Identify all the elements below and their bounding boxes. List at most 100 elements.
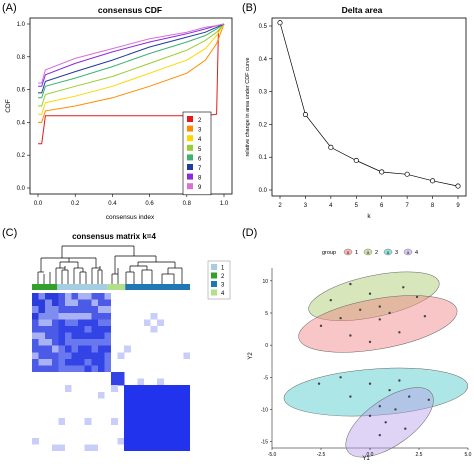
- matrix-cell: [104, 332, 112, 340]
- matrix-cell: [84, 306, 92, 313]
- matrix-cell: [58, 345, 66, 353]
- y-tick-label: 0.4: [259, 57, 268, 63]
- matrix-cell: [143, 424, 151, 432]
- legend-swatch-2: [211, 272, 217, 279]
- legend-swatch-letter: a: [347, 250, 350, 255]
- matrix-cell: [58, 444, 66, 452]
- matrix-cell: [137, 391, 145, 399]
- matrix-cell: [84, 293, 92, 300]
- matrix-cell: [78, 325, 85, 333]
- consensus-cdf-chart: consensus CDF 0.0 0.2 0.4 0.6 0.8 1.0 0.0 0.2 0…: [5, 5, 233, 221]
- point-group-3: [349, 395, 352, 398]
- matrix-cell: [97, 306, 105, 313]
- point-group-2: [349, 282, 352, 286]
- point-group-4: [394, 408, 397, 411]
- delta-point: [328, 144, 334, 150]
- legend-label-3: 3: [198, 128, 202, 134]
- y-tick-label: 5: [265, 311, 268, 317]
- matrix-cell: [170, 424, 178, 432]
- matrix-cell: [176, 398, 184, 406]
- matrix-cell: [124, 391, 131, 399]
- pca-scatter-chart: group a 1 a 2 a 3 a 4 -5.0 -2.5 0.0 2.5 5.0 -15-10-5…: [248, 248, 472, 462]
- matrix-cell: [71, 306, 79, 313]
- x-tick-label: 0.2: [71, 201, 80, 207]
- matrix-cell: [78, 332, 85, 340]
- matrix-cell: [176, 431, 184, 439]
- matrix-cell: [104, 345, 112, 353]
- matrix-cell: [45, 319, 52, 327]
- matrix-cell: [150, 325, 158, 333]
- y-tick-label: -10: [261, 407, 268, 413]
- matrix-cell: [137, 385, 145, 392]
- matrix-cell: [183, 385, 191, 392]
- matrix-cell: [130, 411, 138, 419]
- x-tick-label: 5.0: [465, 452, 472, 458]
- matrix-cell: [78, 358, 85, 366]
- delta-point: [277, 20, 283, 26]
- y-tick-label: 0.1: [259, 155, 268, 161]
- y-axis-label: relative change in area under CDF curve: [245, 57, 251, 156]
- matrix-cell: [64, 339, 72, 346]
- legend-swatch-4: [187, 135, 193, 142]
- matrix-cell: [163, 444, 171, 452]
- matrix-cell: [97, 299, 105, 307]
- point-group-4: [368, 414, 372, 418]
- cdf-line-9: [38, 23, 225, 84]
- chart-title: Delta area: [342, 5, 383, 15]
- group-ellipse-3: [283, 367, 469, 417]
- x-tick-label: 8: [431, 203, 435, 209]
- matrix-cell: [97, 325, 105, 333]
- matrix-cell: [97, 365, 105, 373]
- matrix-cell: [143, 411, 151, 419]
- matrix-cell: [32, 437, 39, 445]
- matrix-cell: [64, 293, 72, 300]
- matrix-cell: [157, 411, 164, 419]
- matrix-cell: [183, 424, 191, 432]
- matrix-cell: [51, 345, 59, 353]
- delta-point: [379, 169, 385, 175]
- matrix-cell: [84, 352, 92, 360]
- cdf-line-8: [38, 23, 225, 87]
- matrix-cell: [124, 431, 131, 439]
- matrix-cell: [104, 325, 112, 333]
- matrix-cell: [71, 325, 79, 333]
- matrix-cell: [64, 299, 72, 307]
- cdf-line-6: [38, 23, 225, 99]
- matrix-cell: [38, 365, 46, 373]
- matrix-cell: [78, 365, 85, 373]
- legend-box: [182, 111, 212, 196]
- y-tick-label: 0: [265, 343, 268, 349]
- matrix-cell: [58, 358, 66, 366]
- matrix-cell: [170, 444, 178, 452]
- matrix-cell: [130, 385, 138, 392]
- matrix-cell: [130, 404, 138, 412]
- matrix-cell: [32, 339, 39, 346]
- y-tick-label: 10: [262, 279, 268, 285]
- matrix-cell: [32, 299, 39, 307]
- matrix-cell: [183, 418, 191, 425]
- matrix-cell: [157, 385, 164, 392]
- matrix-cell: [71, 293, 79, 300]
- y-tick-label: 0.2: [17, 153, 26, 159]
- cdf-line-7: [38, 23, 225, 94]
- matrix-cell: [38, 358, 46, 366]
- matrix-cell: [157, 378, 164, 386]
- matrix-cell: [183, 352, 191, 360]
- matrix-cell: [97, 339, 105, 346]
- legend-swatch-1: [343, 248, 353, 256]
- matrix-cell: [97, 312, 105, 320]
- matrix-cell: [130, 418, 138, 425]
- matrix-cell: [163, 404, 171, 412]
- matrix-cell: [157, 398, 164, 406]
- matrix-cell: [150, 418, 158, 425]
- matrix-cell: [124, 424, 131, 432]
- legend-swatch-3: [383, 248, 393, 256]
- x-tick-label: 0.0: [367, 452, 374, 458]
- matrix-cell: [150, 437, 158, 445]
- matrix-cell: [51, 325, 59, 333]
- matrix-cell: [170, 411, 178, 419]
- matrix-cell: [137, 404, 145, 412]
- matrix-cell: [38, 352, 46, 360]
- x-tick-label: 2: [278, 203, 282, 209]
- matrix-cell: [71, 358, 79, 366]
